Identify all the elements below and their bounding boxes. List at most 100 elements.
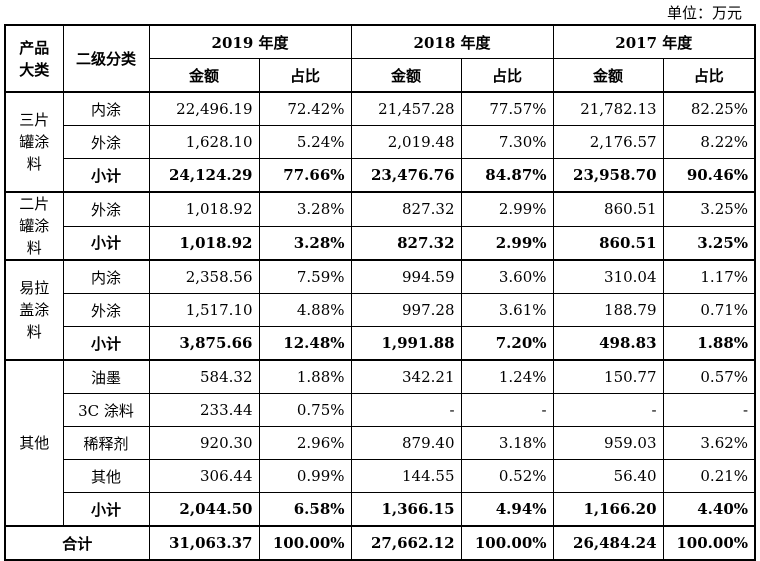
table-row: 其他 油墨 584.32 1.88% 342.21 1.24% 150.77 0.57% — [4, 359, 756, 527]
ratio-cell: 7.59% — [258, 259, 352, 294]
amount-cell: 342.21 — [350, 359, 462, 394]
amount-cell: 2,044.50 — [148, 492, 260, 527]
subcategory-cell: 小计 — [62, 225, 150, 261]
header-amount: 金额 — [552, 58, 664, 93]
subcategory-cell: 外涂 — [62, 125, 150, 159]
table-row: 小计 1,018.92 3.28% 827.32 2.99% 860.51 3.25% — [5, 225, 756, 261]
ratio-cell: 5.24% — [258, 125, 352, 159]
subcategory-cell: 外涂 — [62, 293, 150, 327]
ratio-cell: 0.57% — [662, 359, 756, 394]
subcategory-cell: 内涂 — [62, 259, 150, 294]
ratio-cell: 1.88% — [258, 359, 352, 394]
amount-cell: 1,517.10 — [148, 293, 260, 327]
total-amount-cell: 31,063.37 — [148, 525, 260, 561]
header-year-2017: 2017 年度 — [552, 24, 756, 59]
ratio-cell: 6.58% — [258, 492, 352, 527]
amount-cell: 23,476.76 — [350, 158, 462, 193]
ratio-cell: 1.88% — [662, 326, 756, 361]
unit-label: 单位：万元 — [666, 4, 742, 22]
ratio-cell: 1.24% — [460, 359, 554, 394]
subcategory-cell: 小计 — [62, 158, 150, 193]
table-row: 3C 涂料 233.44 0.75% - - - - — [5, 393, 756, 427]
ratio-cell: - — [460, 393, 554, 427]
amount-cell: 498.83 — [552, 326, 664, 361]
subcategory-cell: 内涂 — [62, 91, 150, 126]
ratio-cell: 4.94% — [460, 492, 554, 527]
header-amount: 金额 — [148, 58, 260, 93]
subcategory-cell: 3C 涂料 — [62, 393, 150, 427]
ratio-cell: 82.25% — [662, 91, 756, 126]
ratio-cell: 1.17% — [662, 259, 756, 294]
table-row: 外涂 1,628.10 5.24% 2,019.48 7.30% 2,176.57 8.22… — [5, 125, 756, 159]
ratio-cell: 72.42% — [258, 91, 352, 126]
table-row: 二片罐涂料 外涂 1,018.92 3.28% 827.32 2.99% 860.51 3.2… — [4, 191, 756, 261]
table-row: 三片罐涂料 内涂 22,496.19 72.42% 21,457.28 77.57% 21,… — [4, 91, 756, 193]
header-ratio: 占比 — [460, 58, 554, 93]
subcategory-cell: 其他 — [62, 459, 150, 493]
table-row: 外涂 1,517.10 4.88% 997.28 3.61% 188.79 0.71% — [5, 293, 756, 327]
amount-cell: - — [350, 393, 462, 427]
ratio-cell: 7.20% — [460, 326, 554, 361]
subcategory-cell: 油墨 — [62, 359, 150, 394]
table-row: 小计 3,875.66 12.48% 1,991.88 7.20% 498.83 1.88% — [5, 326, 756, 361]
amount-cell: 1,628.10 — [148, 125, 260, 159]
amount-cell: 1,018.92 — [148, 225, 260, 261]
amount-cell: 1,018.92 — [148, 191, 260, 227]
amount-cell: 860.51 — [552, 191, 664, 227]
amount-cell: 310.04 — [552, 259, 664, 294]
amount-cell: 21,782.13 — [552, 91, 664, 126]
ratio-cell: 2.96% — [258, 426, 352, 460]
amount-cell: 584.32 — [148, 359, 260, 394]
ratio-cell: 2.99% — [460, 191, 554, 227]
amount-cell: 827.32 — [350, 191, 462, 227]
ratio-cell: 3.25% — [662, 191, 756, 227]
ratio-cell: 0.71% — [662, 293, 756, 327]
amount-cell: - — [552, 393, 664, 427]
ratio-cell: 4.88% — [258, 293, 352, 327]
amount-cell: 150.77 — [552, 359, 664, 394]
amount-cell: 997.28 — [350, 293, 462, 327]
total-label: 合计 — [4, 525, 150, 561]
category-cell: 二片罐涂料 — [4, 191, 64, 261]
amount-cell: 2,176.57 — [552, 125, 664, 159]
subcategory-cell: 稀释剂 — [62, 426, 150, 460]
amount-cell: 144.55 — [350, 459, 462, 493]
revenue-table: 产品大类 二级分类 2019 年度 2018 年度 2017 年度 金额 占比 … — [4, 24, 757, 561]
subcategory-cell: 小计 — [62, 492, 150, 527]
ratio-cell: 4.40% — [662, 492, 756, 527]
table-row: 易拉盖涂料 内涂 2,358.56 7.59% 994.59 3.60% 310.04 1.1… — [4, 259, 756, 361]
amount-cell: 3,875.66 — [148, 326, 260, 361]
amount-cell: 860.51 — [552, 225, 664, 261]
header-year-2018: 2018 年度 — [350, 24, 554, 59]
amount-cell: 306.44 — [148, 459, 260, 493]
ratio-cell: 2.99% — [460, 225, 554, 261]
ratio-cell: 3.62% — [662, 426, 756, 460]
header-year-2019: 2019 年度 — [148, 24, 352, 59]
ratio-cell: 8.22% — [662, 125, 756, 159]
amount-cell: 23,958.70 — [552, 158, 664, 193]
amount-cell: 24,124.29 — [148, 158, 260, 193]
ratio-cell: 12.48% — [258, 326, 352, 361]
table-row: 其他 306.44 0.99% 144.55 0.52% 56.40 0.21% — [5, 459, 756, 493]
ratio-cell: 84.87% — [460, 158, 554, 193]
amount-cell: 188.79 — [552, 293, 664, 327]
amount-cell: 879.40 — [350, 426, 462, 460]
category-cell: 其他 — [4, 359, 64, 527]
ratio-cell: 3.60% — [460, 259, 554, 294]
amount-cell: 2,019.48 — [350, 125, 462, 159]
category-cell: 三片罐涂料 — [4, 91, 64, 193]
amount-cell: 920.30 — [148, 426, 260, 460]
ratio-cell: 3.28% — [258, 225, 352, 261]
ratio-cell: 0.99% — [258, 459, 352, 493]
total-amount-cell: 26,484.24 — [552, 525, 664, 561]
amount-cell: 2,358.56 — [148, 259, 260, 294]
amount-cell: 1,166.20 — [552, 492, 664, 527]
table-row: 稀释剂 920.30 2.96% 879.40 3.18% 959.03 3.62% — [5, 426, 756, 460]
ratio-cell: 3.28% — [258, 191, 352, 227]
amount-cell: 1,991.88 — [350, 326, 462, 361]
header-subcategory: 二级分类 — [62, 24, 150, 93]
amount-cell: 56.40 — [552, 459, 664, 493]
total-row: 合计 31,063.37 100.00% 27,662.12 100.00% 26,484… — [4, 525, 756, 561]
total-amount-cell: 27,662.12 — [350, 525, 462, 561]
total-ratio-cell: 100.00% — [258, 525, 352, 561]
